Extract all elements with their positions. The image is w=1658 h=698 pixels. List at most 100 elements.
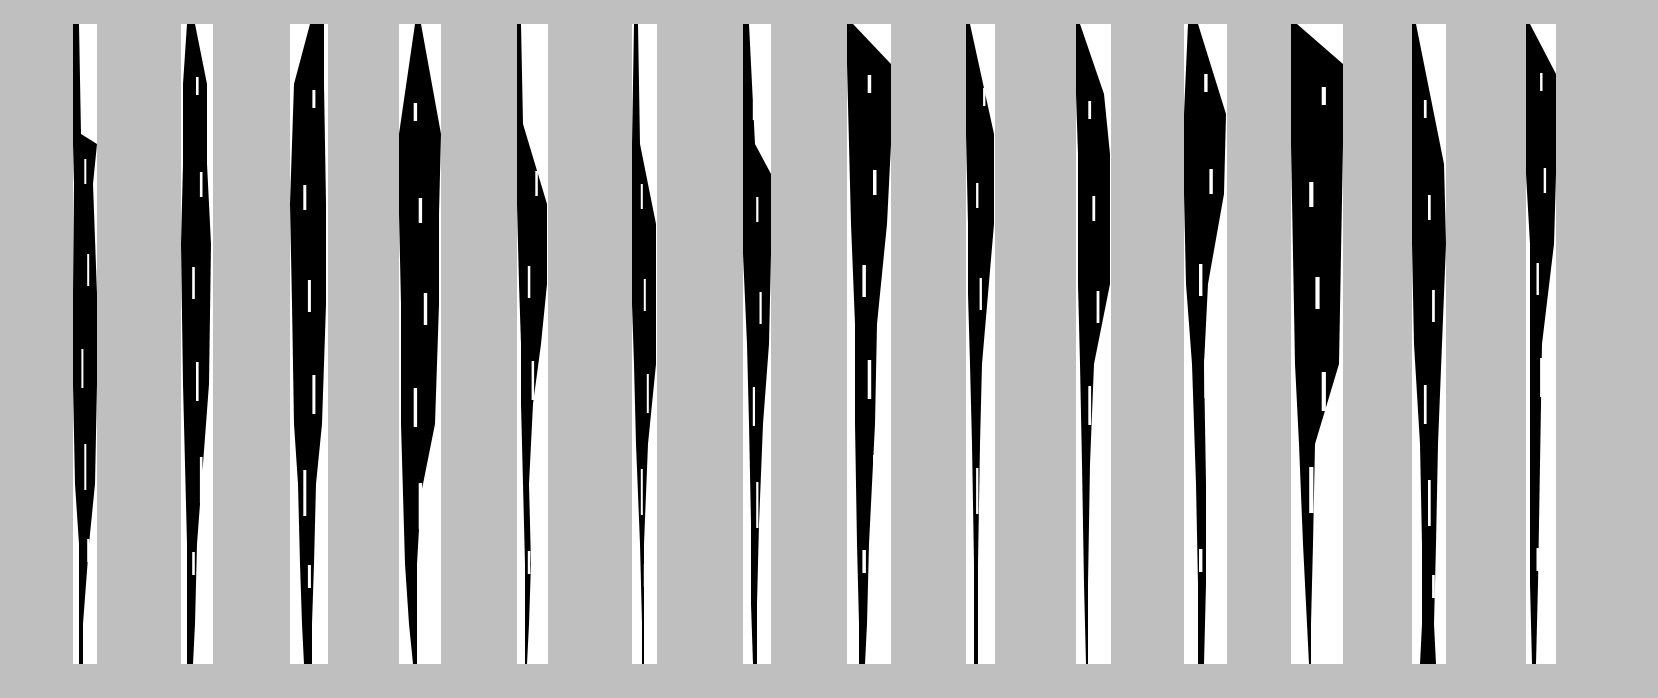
ink-gap <box>531 361 535 400</box>
stroke-silhouette <box>966 24 994 664</box>
ink-gap <box>1096 576 1100 599</box>
ink-shape <box>632 24 656 664</box>
stroke-silhouette <box>181 24 211 664</box>
ink-gap <box>1092 481 1096 527</box>
ink-gap <box>1428 195 1431 220</box>
image-strip-3 <box>290 24 328 664</box>
stroke-silhouette <box>73 24 97 664</box>
ink-gap <box>643 279 646 311</box>
ink-gap <box>196 77 199 95</box>
ink-gap <box>199 172 203 197</box>
ink-gap <box>307 280 311 312</box>
ink-gap <box>87 254 90 286</box>
ink-gap <box>413 388 418 427</box>
image-strip-2 <box>181 24 213 664</box>
ink-gap <box>759 577 762 600</box>
ink-gap <box>646 89 649 107</box>
ink-gap <box>84 159 87 184</box>
ink-gap <box>640 469 643 515</box>
ink-gap <box>84 444 87 490</box>
ink-gap <box>423 578 428 601</box>
ink-gap <box>752 387 755 426</box>
ink-gap <box>527 266 531 298</box>
ink-gap <box>199 457 203 503</box>
ink-gap <box>867 360 872 399</box>
ink-gap <box>1428 480 1431 526</box>
ink-gap <box>1309 182 1314 207</box>
image-strip-8 <box>847 24 891 664</box>
image-strip-5 <box>517 24 548 664</box>
ink-gap <box>1096 291 1100 323</box>
ink-gap <box>643 564 646 587</box>
ink-gap <box>873 455 877 501</box>
ink-shape <box>290 24 326 664</box>
ink-gap <box>1540 358 1543 397</box>
ink-gap <box>418 198 423 223</box>
ink-gap <box>640 184 643 209</box>
image-strip-7 <box>743 24 771 664</box>
ink-gap <box>81 349 84 388</box>
stroke-silhouette <box>517 24 547 664</box>
ink-gap <box>423 293 428 325</box>
ink-gap <box>862 550 866 573</box>
stroke-silhouette <box>1291 24 1343 664</box>
image-strip-13 <box>1412 24 1446 664</box>
ink-gap <box>1204 359 1208 398</box>
ink-gap <box>535 171 538 196</box>
ink-gap <box>756 197 759 222</box>
stroke-silhouette <box>1076 24 1110 664</box>
ink-shape <box>1291 24 1343 664</box>
ink-gap <box>646 374 649 413</box>
ink-gap <box>1315 277 1320 309</box>
stroke-silhouette <box>632 24 656 664</box>
image-strip-14 <box>1526 24 1556 664</box>
ink-gap <box>418 483 423 529</box>
ink-gap <box>1536 263 1539 295</box>
ink-gap <box>1423 385 1427 424</box>
stroke-silhouette <box>399 24 441 664</box>
ink-gap <box>1536 548 1539 571</box>
ink-gap <box>983 373 986 412</box>
ink-shape <box>1076 24 1110 664</box>
ink-gap <box>312 375 316 414</box>
stroke-silhouette <box>290 24 326 664</box>
ink-gap <box>1199 549 1203 572</box>
ink-gap <box>976 468 979 514</box>
ink-gap <box>1309 467 1314 513</box>
stroke-silhouette <box>743 24 771 664</box>
image-strip-11 <box>1184 24 1227 664</box>
ink-gap <box>756 482 759 528</box>
ink-gap <box>873 170 877 195</box>
ink-gap <box>1199 264 1203 296</box>
image-strip-6 <box>632 24 657 664</box>
ink-gap <box>867 75 872 93</box>
ink-gap <box>979 563 982 586</box>
ink-gap <box>196 362 199 401</box>
stroke-silhouette <box>1184 24 1226 664</box>
ink-gap <box>413 103 418 121</box>
image-strip-4 <box>399 24 441 664</box>
ink-shape <box>517 24 547 664</box>
ink-shape <box>1412 24 1446 664</box>
ink-gap <box>1092 196 1096 221</box>
ink-gap <box>976 183 979 208</box>
ink-gap <box>1209 454 1213 500</box>
ink-gap <box>527 551 531 574</box>
image-strip-10 <box>1076 24 1111 664</box>
stroke-silhouette <box>1526 24 1556 664</box>
image-strip-9 <box>966 24 995 664</box>
ink-gap <box>192 552 195 575</box>
ink-shape <box>73 24 97 664</box>
ink-gap <box>303 185 307 210</box>
ink-shape <box>966 24 994 664</box>
ink-gap <box>1432 575 1435 598</box>
ink-shape <box>743 24 771 664</box>
ink-gap <box>1315 562 1320 585</box>
ink-gap <box>1543 168 1547 193</box>
ink-shape <box>1526 24 1556 664</box>
ink-gap <box>312 90 316 108</box>
image-strip-1 <box>73 24 97 664</box>
ink-gap <box>752 102 755 120</box>
ink-gap <box>1423 100 1427 118</box>
